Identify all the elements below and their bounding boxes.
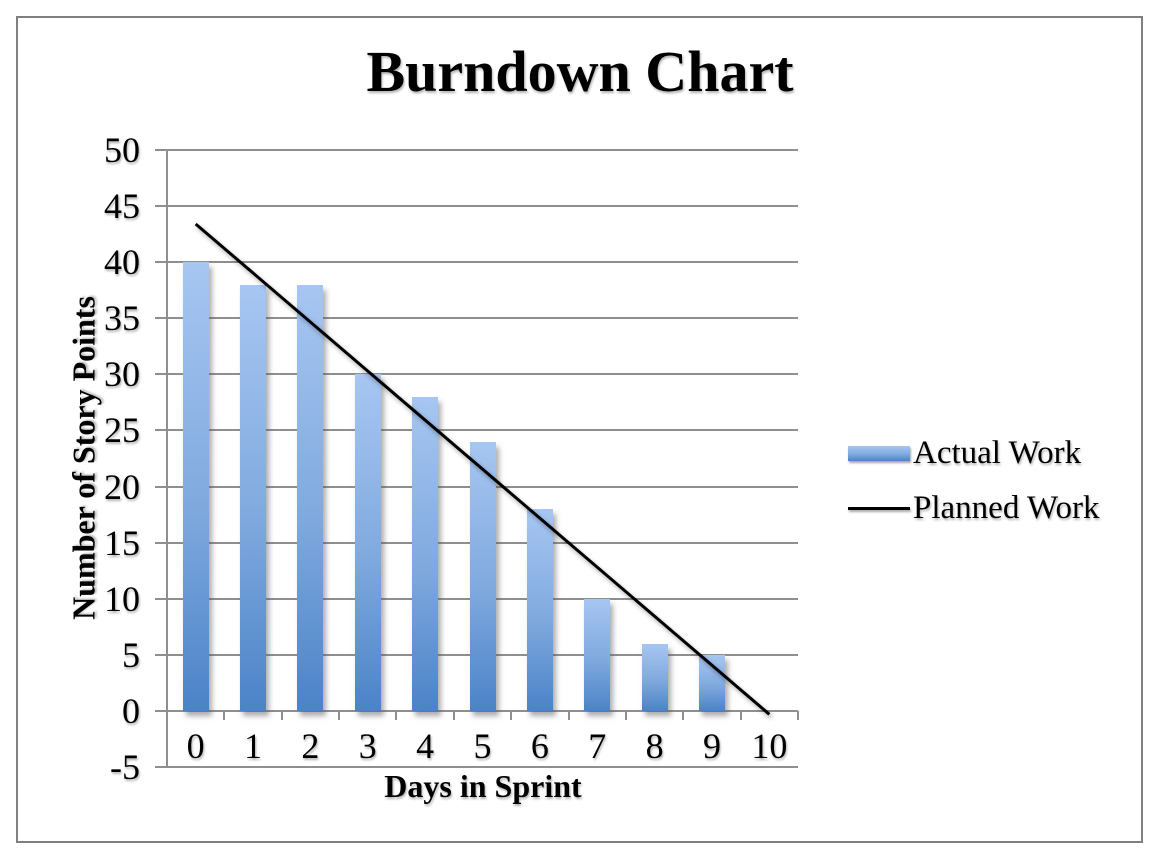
gridline-40 [167,261,798,264]
y-axis-tick-label: 45 [104,186,140,227]
bar-actual-work-day-1 [240,284,267,711]
x-axis-tick-label: 4 [416,725,435,766]
x-axis-tick [510,710,513,720]
x-axis-tick [395,710,398,720]
gridline-45 [167,205,798,208]
y-axis-tick [155,261,167,264]
y-axis-tick-label: 0 [122,690,140,731]
legend-label-planned-work: Planned Work [913,489,1100,526]
chart-title: Burndown Chart [366,39,794,104]
y-axis-tick-label: 10 [104,578,140,619]
y-axis-tick [155,709,167,712]
y-axis-tick-label: 20 [104,466,140,507]
y-axis-tick-label: 15 [104,522,140,563]
planned-work-line [194,222,771,716]
y-axis-tick [155,597,167,600]
x-axis-tick-label: 2 [301,725,320,766]
x-axis-tick-label: 1 [244,725,263,766]
y-axis-tick [155,653,167,656]
x-axis-tick [280,710,283,720]
bar-actual-work-day-0 [182,262,209,711]
bar-actual-work-day-4 [412,396,439,711]
y-axis-tick [155,317,167,320]
y-axis-tick-label: 25 [104,410,140,451]
x-axis-tick-label: 0 [186,725,205,766]
x-axis-tick [166,710,168,720]
y-axis-tick-label: 35 [104,298,140,339]
legend-swatch-actual-work-icon [848,445,910,461]
y-axis-tick-label: -5 [110,747,140,787]
gridline--5 [167,766,798,768]
y-axis-tick [155,205,167,208]
legend-item-planned-work: Planned Work [848,489,1100,526]
gridline-50 [167,149,798,151]
x-axis-tick-label: 10 [751,725,788,766]
gridline-35 [167,317,798,320]
x-axis-tick [739,710,742,720]
x-axis-tick [797,710,799,720]
legend-swatch-planned-work-icon [848,506,910,510]
y-axis-tick-label: 40 [104,242,140,283]
y-axis-tick [155,485,167,488]
x-axis-tick [682,710,685,720]
y-axis-tick-label: 50 [104,130,140,170]
y-axis-tick [155,149,167,151]
x-axis-tick [223,710,226,720]
x-axis-tick [567,710,570,720]
y-axis-tick [155,373,167,376]
y-axis-tick-label: 5 [122,634,140,675]
x-axis-tick-label: 7 [588,725,607,766]
y-axis-tick [155,766,167,768]
gridline-25 [167,429,798,432]
y-axis-tick [155,429,167,432]
bar-actual-work-day-5 [469,441,496,711]
legend-item-actual-work: Actual Work [848,434,1082,471]
x-axis-tick-label: 3 [358,725,377,766]
bar-actual-work-day-3 [354,374,381,711]
y-axis-tick [155,541,167,544]
x-axis-title: Days in Sprint [384,768,582,804]
x-axis-tick [452,710,455,720]
y-axis-line [166,150,168,767]
legend-label-actual-work: Actual Work [913,434,1082,471]
x-axis-tick-label: 6 [530,725,549,766]
bar-actual-work-day-8 [641,643,668,711]
bar-actual-work-day-2 [297,284,324,711]
x-axis-tick-label: 8 [645,725,664,766]
y-axis-tick-label: 30 [104,354,140,395]
x-axis-tick-label: 5 [473,725,492,766]
gridline-0 [167,709,798,712]
gridline-30 [167,373,798,376]
x-axis-tick-label: 9 [702,725,721,766]
bar-actual-work-day-6 [526,508,553,711]
x-axis-tick [624,710,627,720]
x-axis-tick [338,710,341,720]
bar-actual-work-day-7 [584,598,611,711]
